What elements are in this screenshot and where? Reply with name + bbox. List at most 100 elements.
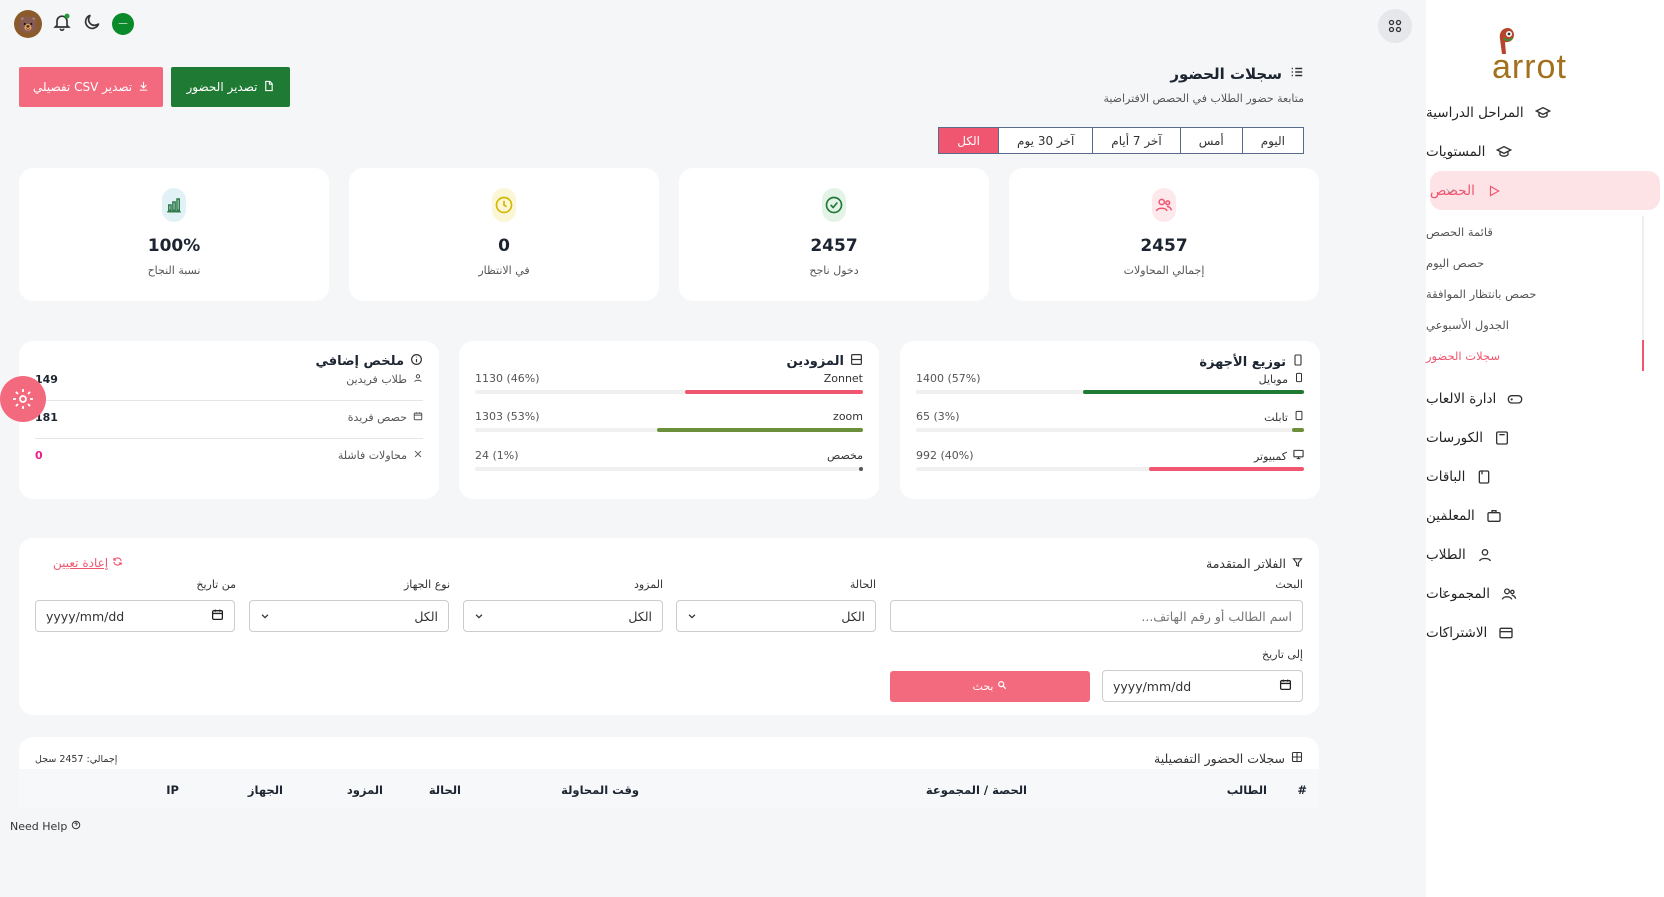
sidebar-item-groups[interactable]: المجموعات ‹ (1426, 574, 1664, 613)
progress-fill (1082, 390, 1304, 394)
calendar-icon[interactable] (1279, 678, 1292, 694)
mobile-icon (1292, 353, 1304, 371)
tab-all[interactable]: الكل (939, 128, 999, 153)
submenu-item-weekly-schedule[interactable]: الجدول الأسبوعي (1426, 317, 1509, 332)
avatar[interactable]: 🐻 (14, 10, 42, 38)
column-header-session-group[interactable]: الحصة / المجموعة (925, 783, 1027, 797)
from-date-label: من تاريخ (196, 578, 236, 591)
devices-title-text: توزيع الأجهزة (1199, 354, 1286, 370)
summary-row-unique-sessions: حصص فريدة 181 (35, 409, 423, 439)
check-circle-icon (822, 188, 846, 222)
sidebar-item-games[interactable]: ادارة الالعاب (1426, 379, 1664, 418)
sidebar-item-packages[interactable]: الباقات (1426, 457, 1664, 496)
status-select[interactable]: الكل (676, 600, 876, 632)
submenu-item-today-sessions[interactable]: حصص اليوم (1426, 255, 1485, 270)
sidebar-item-label: الكورسات (1426, 429, 1483, 446)
reset-filters-label: إعادة تعيين (53, 556, 109, 570)
provider-row-custom: مخصص 24 (1%) (475, 449, 863, 483)
server-icon (850, 353, 863, 370)
need-help-link[interactable]: Need Help (10, 820, 81, 833)
footer-bar (0, 808, 1340, 897)
submenu-item-sessions-list[interactable]: قائمة الحصص (1426, 224, 1493, 239)
settings-fab[interactable] (0, 376, 46, 422)
tab-last-30-days[interactable]: آخر 30 يوم (998, 128, 1093, 153)
download-icon (138, 80, 149, 95)
provider-row-zoom: zoom 1303 (53%) (475, 410, 863, 444)
progress-fill (1148, 467, 1304, 471)
submenu-item-attendance-logs[interactable]: سجلات الحضور (1426, 340, 1644, 371)
date-range-tabs: اليوم أمس آخر 7 أيام آخر 30 يوم الكل (938, 127, 1304, 154)
file-icon (263, 80, 274, 95)
bell-icon[interactable] (52, 12, 72, 36)
export-csv-label: تصدير CSV تفصيلي (32, 80, 133, 94)
column-header-provider[interactable]: المزود (346, 783, 383, 797)
chevron-left-icon[interactable]: ‹ (1442, 547, 1447, 560)
stat-label: إجمالي المحاولات (1123, 264, 1205, 277)
sidebar-item-stages[interactable]: المراحل الدراسية (1426, 93, 1664, 132)
chevron-down-icon[interactable]: ⌵ (1446, 183, 1455, 196)
provider-name: Zonnet (823, 372, 863, 385)
grid-icon (1388, 19, 1402, 33)
sidebar-item-students[interactable]: الطلاب ‹ (1426, 535, 1664, 574)
tab-today[interactable]: اليوم (1241, 128, 1303, 153)
saudi-flag-icon[interactable]: ── (112, 13, 134, 35)
bar-chart-icon (162, 188, 186, 222)
sidebar-item-subscriptions[interactable]: الاشتراكات ‹ (1426, 613, 1664, 652)
records-title-text: سجلات الحضور التفصيلية (1154, 751, 1285, 766)
to-date-label: إلى تاريخ (1262, 648, 1303, 661)
column-header-ip[interactable]: IP (166, 783, 179, 797)
summary-title-text: ملخص إضافي (315, 354, 404, 369)
search-button[interactable]: بحث (890, 671, 1090, 702)
sidebar-item-levels[interactable]: المستويات (1426, 132, 1664, 171)
apps-grid-button[interactable] (1378, 9, 1412, 43)
export-attendance-button[interactable]: تصدير الحضور (171, 67, 290, 107)
stat-value: 2457 (810, 236, 858, 256)
to-date-input[interactable]: yyyy/mm/dd (1102, 670, 1303, 702)
chevron-left-icon[interactable]: ‹ (1442, 508, 1447, 521)
moon-icon[interactable] (82, 12, 102, 36)
device-row-tablet: تابلت 65 (3%) (916, 410, 1304, 444)
chevron-left-icon[interactable]: ‹ (1442, 625, 1447, 638)
provider-select-value: الكل (628, 608, 652, 624)
provider-row-zonnet: Zonnet 1130 (46%) (475, 372, 863, 406)
providers-title: المزودين (787, 353, 863, 370)
summary-title: ملخص إضافي (315, 353, 423, 370)
summary-row-unique-students: طلاب فريدين 149 (35, 371, 423, 401)
sidebar-item-teachers[interactable]: المعلمين ‹ (1426, 496, 1664, 535)
tablet-icon (1294, 410, 1304, 424)
column-header-index[interactable]: # (1297, 783, 1307, 797)
chevron-down-icon (474, 609, 484, 624)
summary-value: 0 (35, 449, 43, 462)
device-value: 65 (3%) (916, 410, 960, 423)
tab-last-7-days[interactable]: آخر 7 أيام (1092, 128, 1180, 153)
sidebar-item-label: الحصص (1430, 182, 1475, 199)
tab-yesterday[interactable]: أمس (1179, 128, 1242, 153)
providers-title-text: المزودين (786, 354, 844, 369)
submenu-item-pending-sessions[interactable]: حصص بانتظار الموافقة (1426, 286, 1537, 301)
graduation-cap-icon (1495, 143, 1513, 161)
from-date-input[interactable]: yyyy/mm/dd (35, 600, 235, 632)
parrot-logo[interactable]: arrot (1492, 26, 1602, 88)
column-header-attempt-time[interactable]: وقت المحاولة (561, 783, 639, 797)
device-type-select[interactable]: الكل (249, 600, 449, 632)
info-icon (410, 353, 423, 370)
provider-select[interactable]: الكل (463, 600, 663, 632)
sidebar-item-courses[interactable]: الكورسات (1426, 418, 1664, 457)
summary-name-text: طلاب فريدين (346, 373, 407, 386)
device-type-label: نوع الجهاز (403, 578, 450, 591)
reset-filters-link[interactable]: إعادة تعيين (53, 556, 123, 570)
sidebar-item-sessions[interactable]: الحصص ⌵ (1430, 171, 1660, 210)
device-name: موبايل (1259, 372, 1304, 386)
topbar: 🐻 ── (0, 0, 1425, 50)
parrot-bird-icon (1499, 28, 1514, 54)
calendar-icon[interactable] (211, 608, 224, 624)
search-input[interactable] (890, 600, 1303, 632)
column-header-status[interactable]: الحالة (428, 783, 461, 797)
device-type-select-value: الكل (414, 608, 438, 624)
column-header-device[interactable]: الجهاز (247, 783, 283, 797)
summary-value: 149 (35, 373, 58, 386)
chevron-left-icon[interactable]: ‹ (1442, 586, 1447, 599)
column-header-student[interactable]: الطالب (1226, 783, 1267, 797)
export-csv-button[interactable]: تصدير CSV تفصيلي (19, 67, 163, 107)
help-circle-icon (71, 820, 81, 833)
